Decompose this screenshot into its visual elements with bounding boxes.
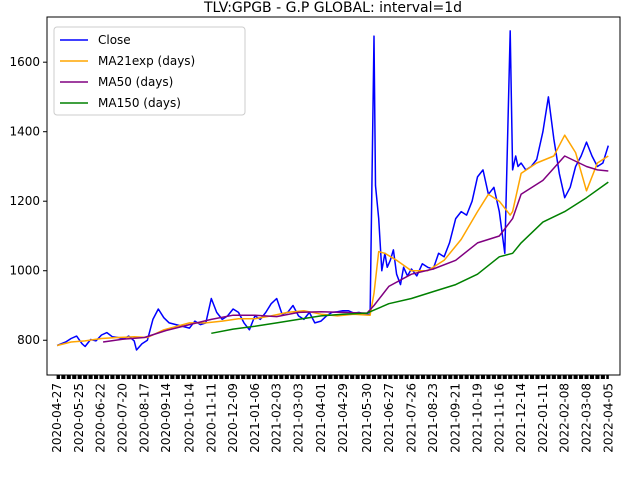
plot-frame xyxy=(46,16,621,376)
y-tick-label: 1200 xyxy=(9,194,40,208)
x-tick-label: 2021-10-19 xyxy=(471,383,485,453)
y-tick-label: 1600 xyxy=(9,55,40,69)
legend-label: MA150 (days) xyxy=(98,96,181,110)
x-tick-label: 2021-06-27 xyxy=(382,383,396,453)
series-line-3 xyxy=(211,181,609,335)
x-tick-label: 2022-03-08 xyxy=(580,383,594,453)
x-tick-label: 2022-01-11 xyxy=(536,383,550,453)
x-tick-label: 2021-03-03 xyxy=(292,383,306,453)
x-tick-label: 2020-06-22 xyxy=(94,383,108,453)
x-tick-label: 2020-07-20 xyxy=(116,383,130,453)
legend: Close MA21exp (days) MA50 (days) MA150 (day… xyxy=(53,26,246,116)
x-tick-label: 2021-01-06 xyxy=(248,383,262,453)
y-axis: 800 1000 1200 1400 1600 xyxy=(9,55,47,347)
series-line-2 xyxy=(102,155,609,343)
x-tick-label: 2021-04-29 xyxy=(336,383,350,453)
x-tick-label: 2021-05-30 xyxy=(360,383,374,453)
chart-title: TLV:GPGB - G.P GLOBAL: interval=1d xyxy=(203,0,462,16)
x-tick-label: 2021-11-16 xyxy=(492,383,506,453)
x-tick-label: 2021-04-01 xyxy=(314,383,328,453)
x-tick-label: 2020-09-14 xyxy=(159,383,173,453)
legend-box xyxy=(53,26,246,116)
x-tick-label: 2020-08-17 xyxy=(137,383,151,453)
x-tick-label: 2020-12-09 xyxy=(226,383,240,453)
x-tick-label: 2021-12-14 xyxy=(514,383,528,453)
x-tick-label: 2021-02-03 xyxy=(270,383,284,453)
x-tick-label: 2020-04-27 xyxy=(50,383,64,453)
y-tick-label: 1400 xyxy=(9,125,40,139)
legend-label: MA21exp (days) xyxy=(98,54,195,68)
plot-lines xyxy=(56,30,610,351)
x-tick-label: 2022-02-08 xyxy=(558,383,572,453)
x-tick-label: 2021-09-21 xyxy=(449,383,463,453)
x-axis: 2020-04-27 2020-05-25 2020-06-22 2020-07-20… xyxy=(50,375,615,453)
legend-label: MA50 (days) xyxy=(98,75,173,89)
legend-label: Close xyxy=(98,33,131,47)
x-tick-label: 2020-11-11 xyxy=(204,383,218,453)
x-tick-label: 2022-04-05 xyxy=(601,383,615,453)
x-tick-label: 2021-08-23 xyxy=(426,383,440,453)
x-tick-label: 2021-07-26 xyxy=(404,383,418,453)
x-tick-label: 2020-05-25 xyxy=(72,383,86,453)
y-tick-label: 1000 xyxy=(9,264,40,278)
x-tick-label: 2020-10-14 xyxy=(183,383,197,453)
y-tick-label: 800 xyxy=(17,333,40,347)
x-tick-marks xyxy=(56,375,609,379)
